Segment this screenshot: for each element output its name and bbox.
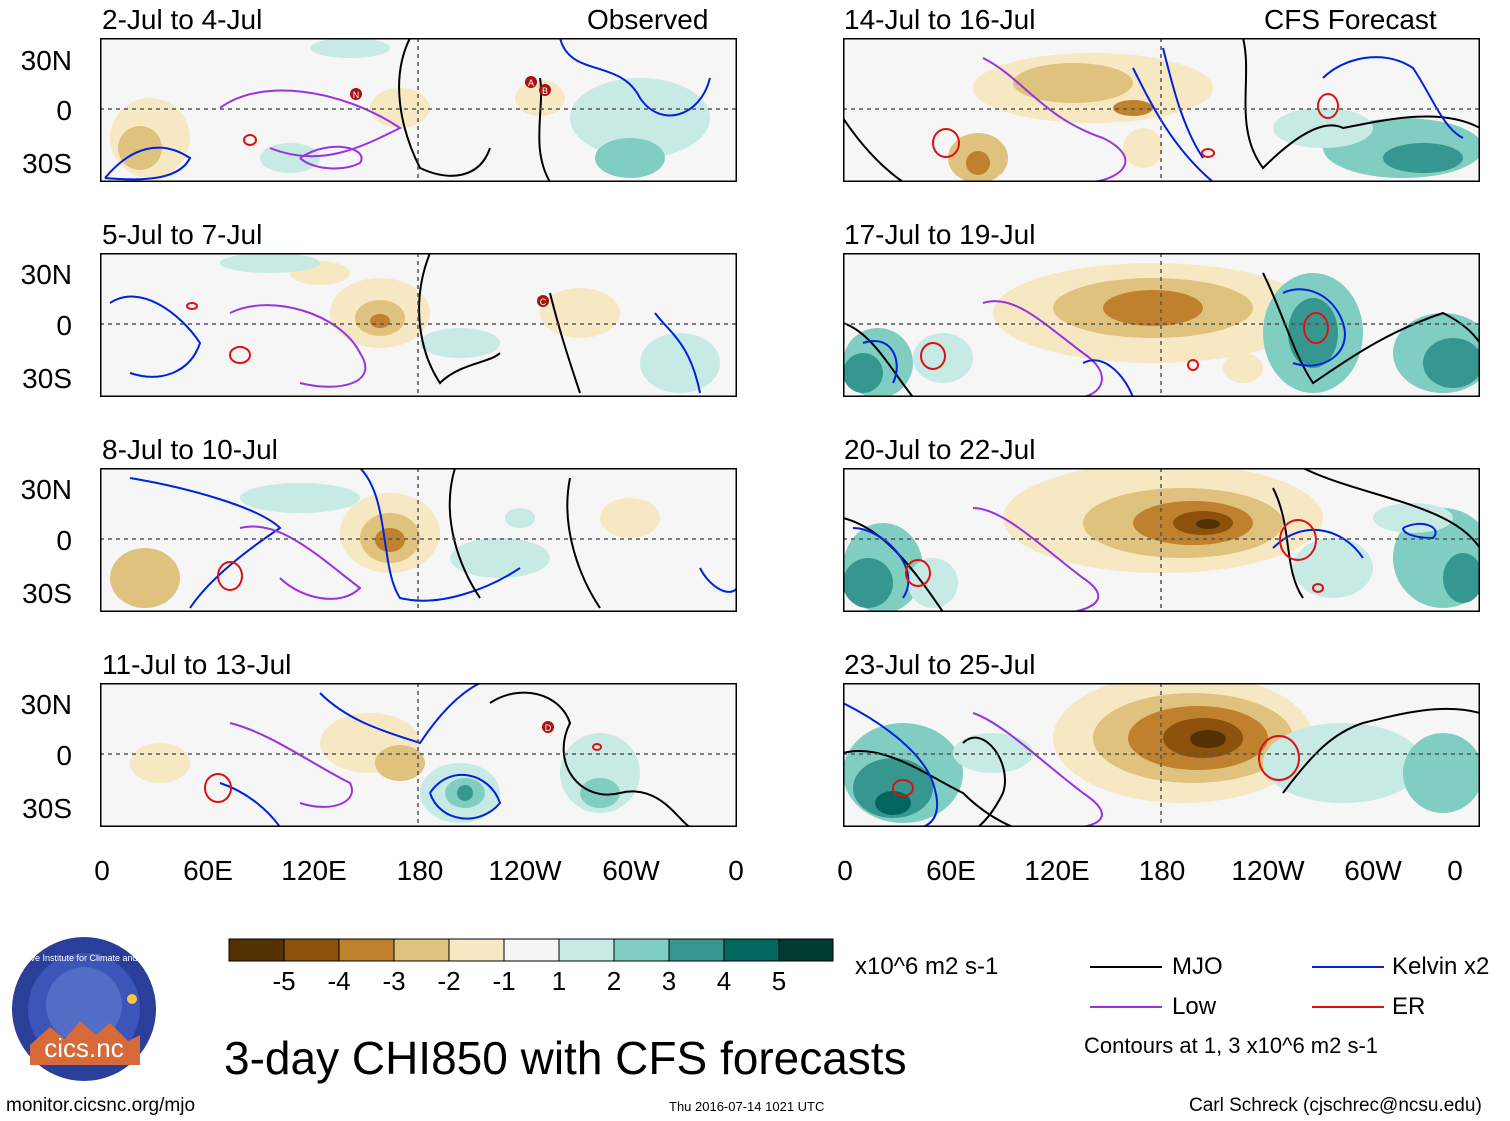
observed-label: Observed bbox=[587, 4, 709, 35]
legend-er-label: ER bbox=[1392, 993, 1426, 1020]
y-label-30s-1: 30S bbox=[22, 148, 72, 179]
x-label-right-0-end: 0 bbox=[1447, 855, 1463, 886]
panel-1-title: 2-Jul to 4-Jul bbox=[102, 4, 263, 35]
y-label-30n-2: 30N bbox=[20, 259, 72, 290]
storm-marker-d: D bbox=[545, 723, 552, 733]
x-label-right-60e: 60E bbox=[926, 855, 976, 886]
map-panel-4: D bbox=[100, 683, 737, 827]
y-label-0-2: 0 bbox=[56, 310, 72, 341]
x-label-right-120e: 120E bbox=[1024, 855, 1090, 886]
y-label-30s-4: 30S bbox=[22, 793, 72, 824]
panel-5-title: 14-Jul to 16-Jul bbox=[844, 4, 1036, 35]
x-label-left-120w: 120W bbox=[488, 855, 562, 886]
colorbar bbox=[228, 938, 834, 962]
x-label-left-0: 0 bbox=[94, 855, 110, 886]
storm-marker-n: N bbox=[353, 90, 360, 100]
x-label-right-120w: 120W bbox=[1231, 855, 1305, 886]
colorbar-label-p1: 1 bbox=[551, 966, 567, 996]
x-label-left-60w: 60W bbox=[602, 855, 660, 886]
storm-marker-b: B bbox=[542, 86, 548, 96]
logo-ring-text: Cooperative Institute for Climate and Sa… bbox=[10, 953, 158, 963]
y-label-30n-1: 30N bbox=[20, 45, 72, 76]
x-label-left-180: 180 bbox=[396, 855, 444, 886]
colorbar-label-m4: -4 bbox=[327, 966, 351, 996]
map-panel-1: N A B bbox=[100, 38, 737, 182]
footer-author[interactable]: Carl Schreck (cjschrec@ncsu.edu) bbox=[1189, 1095, 1482, 1116]
y-label-0-3: 0 bbox=[56, 525, 72, 556]
colorbar-label-m5: -5 bbox=[272, 966, 296, 996]
footer-url[interactable]: monitor.cicsnc.org/mjo bbox=[6, 1095, 196, 1116]
main-title: 3-day CHI850 with CFS forecasts bbox=[224, 1032, 907, 1084]
legend-kelvin-line bbox=[1312, 966, 1384, 968]
storm-marker-a: A bbox=[528, 78, 534, 88]
panel-2-title: 5-Jul to 7-Jul bbox=[102, 219, 263, 250]
logo-text: cics.nc bbox=[44, 1033, 123, 1063]
storm-marker-c: C bbox=[540, 297, 547, 307]
panel-7-title: 20-Jul to 22-Jul bbox=[844, 434, 1036, 465]
x-label-left-120e: 120E bbox=[281, 855, 347, 886]
y-label-30s-2: 30S bbox=[22, 363, 72, 394]
panel-3-title: 8-Jul to 10-Jul bbox=[102, 434, 278, 465]
colorbar-units: x10^6 m2 s-1 bbox=[855, 953, 999, 980]
map-panel-5 bbox=[843, 38, 1480, 182]
legend-mjo-line bbox=[1090, 966, 1162, 968]
y-label-30n-3: 30N bbox=[20, 474, 72, 505]
forecast-label: CFS Forecast bbox=[1264, 4, 1437, 35]
legend-low-line bbox=[1090, 1006, 1162, 1008]
map-panel-6 bbox=[843, 253, 1480, 397]
x-label-right-0: 0 bbox=[837, 855, 853, 886]
cics-logo: cics.nc Cooperative Institute for Climat… bbox=[10, 937, 158, 1081]
x-label-left-0-end: 0 bbox=[728, 855, 744, 886]
legend-kelvin-label: Kelvin x2 bbox=[1392, 953, 1490, 980]
colorbar-label-m1: -1 bbox=[492, 966, 516, 996]
colorbar-label-p4: 4 bbox=[716, 966, 732, 996]
map-panel-7 bbox=[843, 468, 1480, 612]
colorbar-label-p5: 5 bbox=[771, 966, 787, 996]
x-label-left-60e: 60E bbox=[183, 855, 233, 886]
panel-8-title: 23-Jul to 25-Jul bbox=[844, 649, 1036, 680]
map-panel-8 bbox=[843, 683, 1480, 827]
colorbar-label-m3: -3 bbox=[382, 966, 406, 996]
colorbar-label-p3: 3 bbox=[661, 966, 677, 996]
map-panel-3 bbox=[100, 468, 737, 612]
footer-timestamp: Thu 2016-07-14 1021 UTC bbox=[669, 1099, 825, 1114]
y-label-30s-3: 30S bbox=[22, 578, 72, 609]
colorbar-label-p2: 2 bbox=[606, 966, 622, 996]
legend-contours-note: Contours at 1, 3 x10^6 m2 s-1 bbox=[1084, 1033, 1379, 1058]
colorbar-label-m2: -2 bbox=[437, 966, 461, 996]
map-panel-2: C bbox=[100, 253, 737, 397]
y-label-30n-4: 30N bbox=[20, 689, 72, 720]
x-label-right-60w: 60W bbox=[1344, 855, 1402, 886]
panel-6-title: 17-Jul to 19-Jul bbox=[844, 219, 1036, 250]
legend-mjo-label: MJO bbox=[1172, 953, 1223, 980]
y-label-0-1: 0 bbox=[56, 95, 72, 126]
y-label-0-4: 0 bbox=[56, 740, 72, 771]
panel-4-title: 11-Jul to 13-Jul bbox=[102, 649, 292, 680]
x-label-right-180: 180 bbox=[1138, 855, 1186, 886]
legend-low-label: Low bbox=[1172, 993, 1217, 1020]
legend-er-line bbox=[1312, 1006, 1384, 1008]
